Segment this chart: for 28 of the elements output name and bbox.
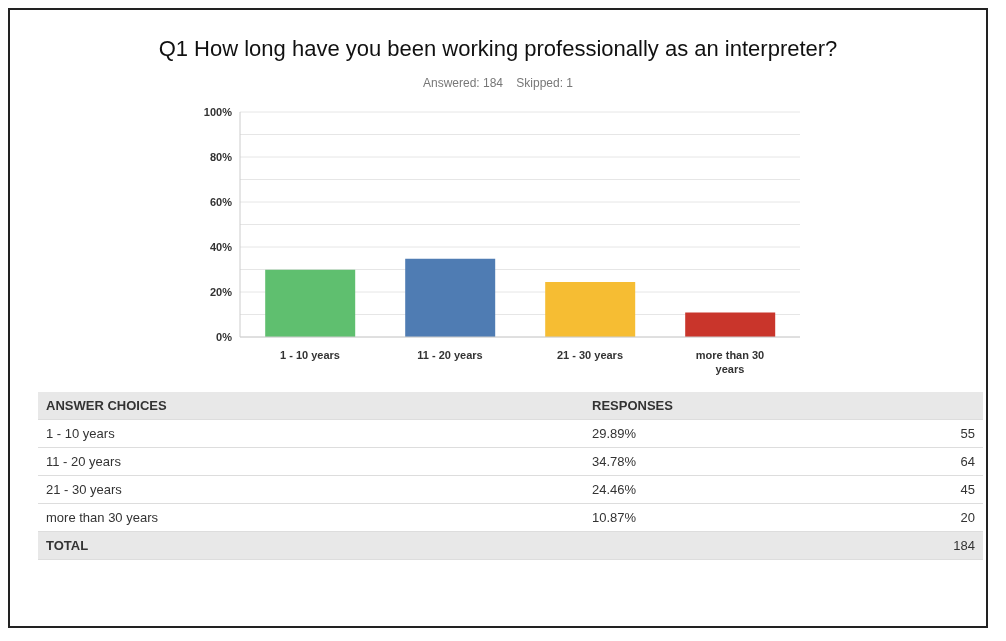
category-label: 21 - 30 years xyxy=(46,482,122,497)
category-label: 11 - 20 years xyxy=(46,454,121,469)
text: 29.89% xyxy=(584,419,849,448)
text: 184 xyxy=(584,531,983,560)
category-label: 1 - 10 years xyxy=(46,426,115,441)
y-tick-label: 20% xyxy=(209,285,233,298)
text: 34.78% xyxy=(584,447,849,476)
text: 10.87% xyxy=(584,503,849,532)
y-tick-label: 40% xyxy=(209,240,233,253)
text: 55 xyxy=(848,419,983,448)
x-tick-label: more than 30 years xyxy=(695,349,765,375)
x-tick-label: 11 - 20 years xyxy=(417,349,483,361)
text: 64 xyxy=(848,447,983,476)
text: 20 xyxy=(848,503,983,532)
text: ANSWER CHOICES xyxy=(38,392,584,420)
x-tick-label: 21 - 30 years xyxy=(556,349,624,361)
y-tick-label: 100% xyxy=(203,105,233,118)
chart-subtitle: Answered: 184 Skipped: 1 xyxy=(421,76,575,90)
text: TOTAL xyxy=(38,531,584,560)
x-tick-label: 1 - 10 years xyxy=(280,349,340,361)
text: 24.46% xyxy=(584,475,849,504)
text: RESPONSES xyxy=(584,392,983,420)
text: 45 xyxy=(848,475,983,504)
y-tick-label: 80% xyxy=(209,150,233,163)
y-tick-label: 60% xyxy=(209,195,233,208)
y-tick-label: 0% xyxy=(216,330,233,343)
chart-title: Q1 How long have you been working professionally as an interpreter? xyxy=(157,36,839,62)
category-label: more than 30 years xyxy=(46,510,159,525)
